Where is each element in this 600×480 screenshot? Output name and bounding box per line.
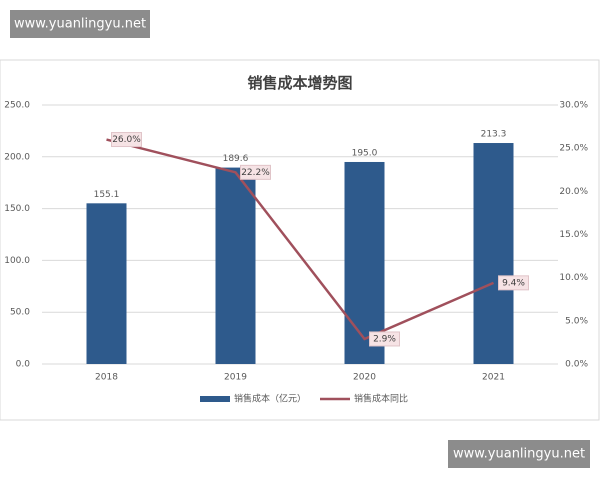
value-label-box (240, 164, 271, 180)
x-tick-label: 2021 (482, 373, 505, 383)
y-tick-label: 150.0 (4, 204, 30, 214)
bar (473, 143, 514, 364)
x-tick-label: 2019 (224, 373, 247, 383)
line-value-label: 22.2% (241, 168, 270, 178)
value-label-box (369, 331, 400, 347)
bar-value-label: 195.0 (352, 148, 378, 158)
y-tick-label: 250.0 (4, 101, 30, 111)
watermark: www.yuanlingyu.net (14, 17, 146, 32)
value-label-box (111, 132, 142, 148)
y-tick-label: 200.0 (4, 152, 30, 162)
bar-value-label: 189.6 (223, 154, 249, 164)
x-tick-label: 2020 (353, 373, 376, 383)
legend-label: 销售成本（亿元） (234, 393, 306, 405)
bar-value-label: 213.3 (481, 130, 507, 140)
y2-tick-label: 30.0% (559, 101, 588, 111)
y-tick-label: 0.0 (16, 360, 31, 370)
chart-title: 销售成本增势图 (247, 74, 352, 92)
line-value-label: 2.9% (373, 334, 396, 344)
x-tick-label: 2018 (95, 373, 118, 383)
line-value-label: 9.4% (502, 278, 525, 288)
watermark: www.yuanlingyu.net (453, 447, 585, 462)
bar-value-label: 155.1 (94, 190, 120, 200)
watermark-box (448, 440, 590, 468)
y2-tick-label: 15.0% (559, 230, 588, 240)
y2-tick-label: 25.0% (559, 144, 588, 154)
line (106, 138, 494, 341)
y2-tick-label: 10.0% (559, 273, 588, 283)
y-tick-label: 100.0 (4, 256, 30, 266)
bar (215, 167, 256, 364)
y-tick-label: 50.0 (10, 308, 30, 318)
bar (344, 161, 385, 364)
y2-tick-label: 0.0% (565, 360, 588, 370)
watermark-box (10, 10, 150, 38)
legend-label: 销售成本同比 (354, 393, 408, 405)
y2-tick-label: 20.0% (559, 187, 588, 197)
y2-tick-label: 5.0% (565, 316, 588, 326)
value-label-box (498, 275, 529, 291)
bar (86, 203, 127, 364)
legend-swatch (200, 396, 230, 402)
line-value-label: 26.0% (112, 135, 141, 145)
